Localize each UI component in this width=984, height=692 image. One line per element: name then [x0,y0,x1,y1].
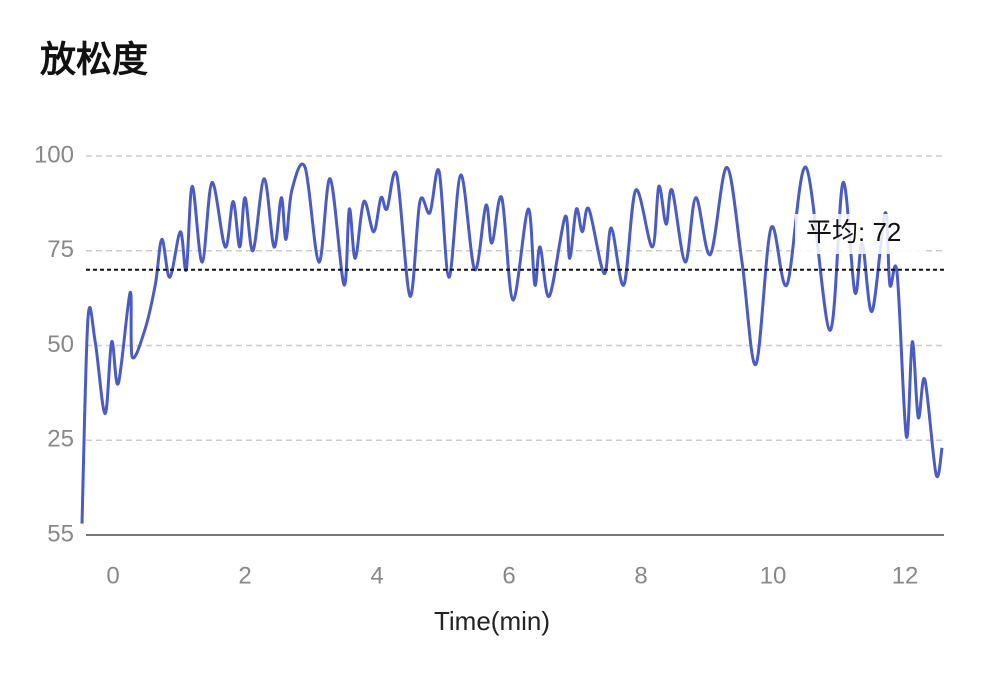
y-tick-label: 55 [47,520,74,547]
x-tick-label: 2 [238,562,251,589]
x-tick-label: 0 [106,562,119,589]
y-tick-label: 100 [34,141,74,168]
x-tick-label: 12 [892,562,919,589]
y-tick-label: 50 [47,331,74,358]
y-tick-label: 75 [47,236,74,263]
line [80,162,944,524]
chart-title: 放松度 [40,39,148,80]
x-tick-label: 4 [370,562,383,589]
x-axis-label: Time(min) [434,606,550,636]
x-tick-label: 6 [502,562,515,589]
x-tick-label: 10 [760,562,787,589]
x-tick-label: 8 [634,562,647,589]
annotation: 平均: 72 [806,217,901,247]
annotation-box [795,214,925,254]
y-tick-label: 25 [47,426,74,453]
